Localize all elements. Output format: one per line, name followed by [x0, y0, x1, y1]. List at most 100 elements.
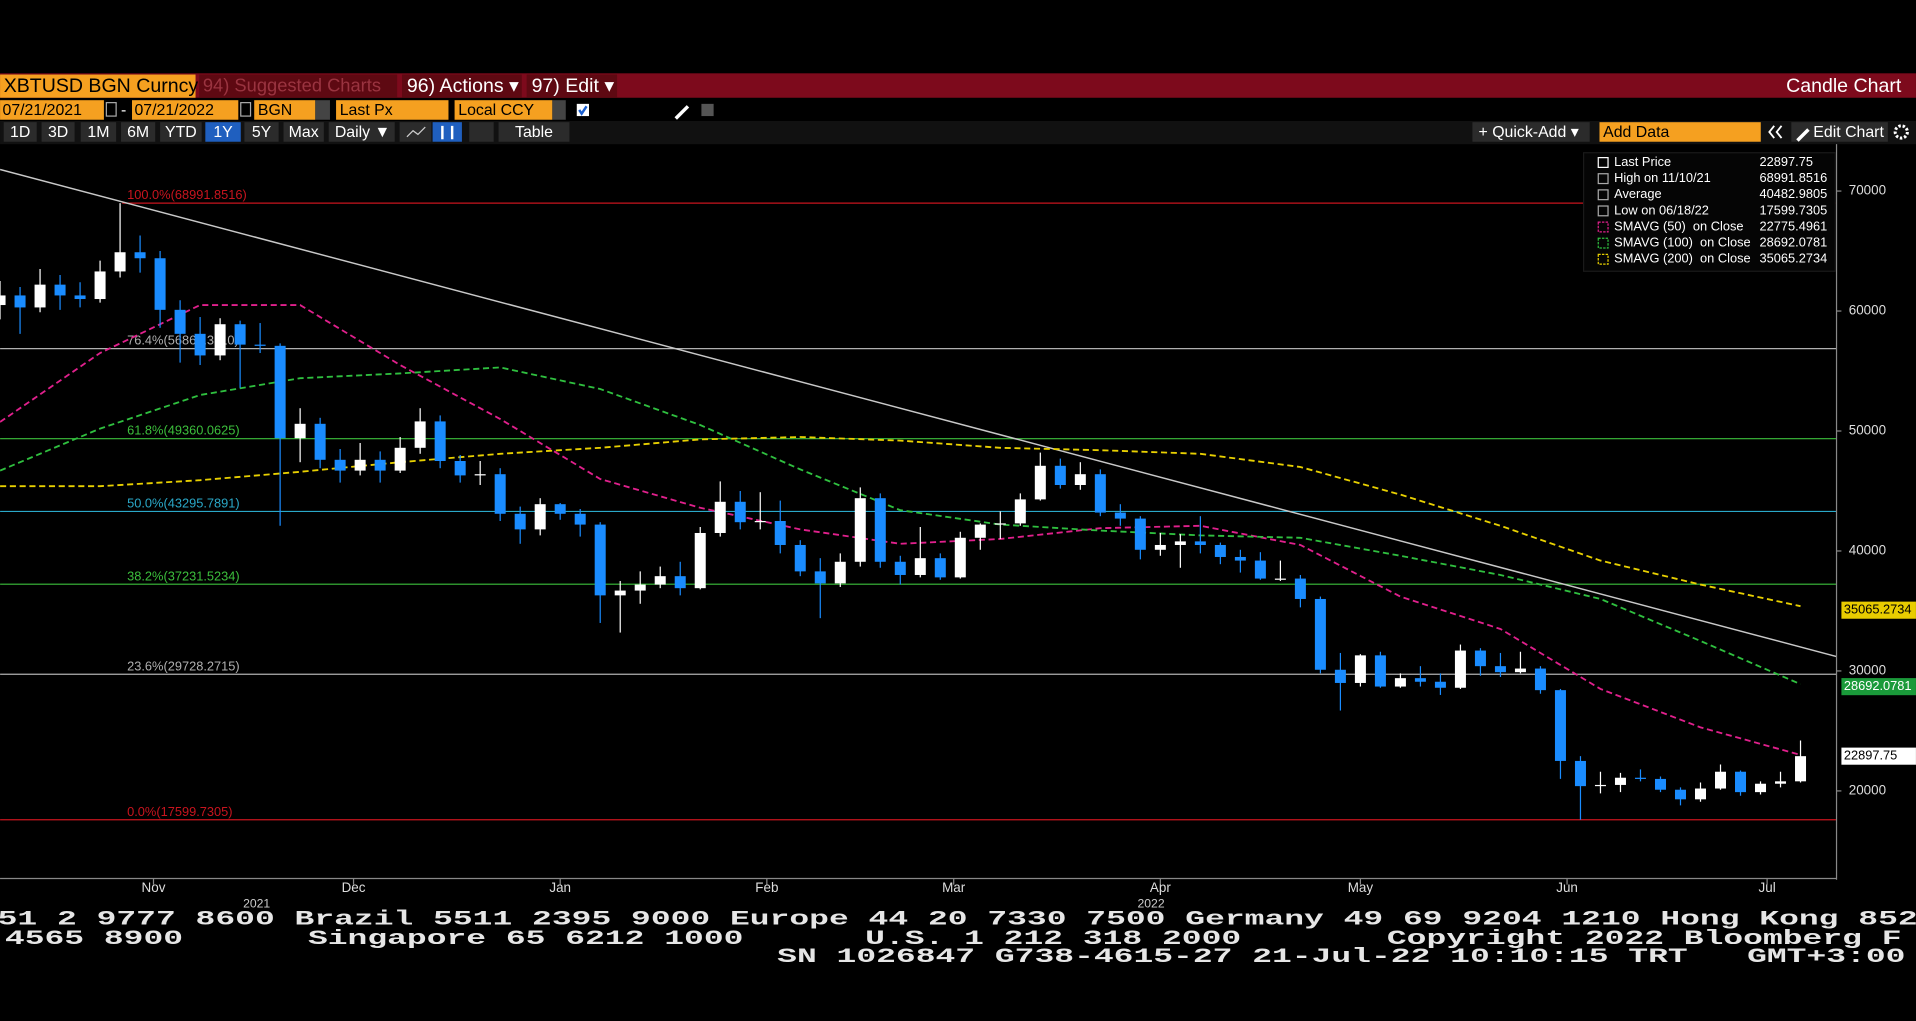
period-label[interactable]: 1M	[87, 124, 109, 141]
candle-body	[1614, 777, 1626, 785]
add-data[interactable]: Add Data	[1603, 124, 1669, 141]
candle-body	[734, 501, 746, 523]
candle-body	[1775, 781, 1787, 784]
period-label[interactable]: 3D	[48, 124, 68, 141]
legend: Last Price 22897.75 High on 11/10/21 68991.…	[1597, 154, 1828, 266]
period-button[interactable]	[121, 122, 156, 142]
footer-text: Singapore 65 6212 1000	[308, 928, 743, 951]
legend-name: High on 11/10/21	[1614, 170, 1711, 185]
calendar-icon[interactable]	[240, 102, 252, 117]
candle-body	[1174, 541, 1186, 545]
dropdown-arrow[interactable]	[315, 100, 330, 120]
price-tag	[1841, 601, 1916, 619]
y-tick-label: 50000	[1849, 423, 1886, 438]
level-label: 0.0%(17599.7305)	[127, 804, 232, 819]
legend-value: 17599.7305	[1760, 202, 1828, 217]
legend-value: 35065.2734	[1760, 251, 1828, 266]
candle-body	[394, 447, 406, 471]
candle-body	[1254, 560, 1266, 579]
footer-text: 4565 8900	[5, 928, 183, 951]
candle-body	[274, 345, 286, 439]
period-label[interactable]: 6M	[127, 124, 149, 141]
y-tick-label: 40000	[1849, 543, 1886, 558]
settings-icon[interactable]	[1893, 124, 1909, 140]
candle-body	[1034, 465, 1046, 500]
table-button[interactable]	[498, 122, 570, 142]
period-button[interactable]	[160, 122, 202, 142]
end-date[interactable]: 07/21/2022	[134, 102, 214, 119]
table[interactable]: Table	[515, 124, 553, 141]
checkbox[interactable]	[701, 103, 714, 117]
candle-body	[174, 309, 186, 334]
price-tag-label: 28692.0781	[1844, 678, 1912, 693]
legend-name: Average	[1614, 186, 1662, 201]
menu-button[interactable]	[526, 74, 618, 98]
candle-body	[694, 532, 706, 589]
candle-body	[814, 571, 826, 584]
key-events[interactable]: Key Events	[721, 102, 801, 119]
frequency[interactable]: Daily ▼	[335, 124, 390, 141]
period-button[interactable]	[41, 122, 75, 142]
period-button[interactable]	[3, 122, 37, 142]
dropdown-arrow[interactable]	[469, 122, 494, 142]
candle-body	[534, 504, 546, 530]
quick-add-button[interactable]	[1472, 122, 1590, 142]
quick-add[interactable]: + Quick-Add ▾	[1479, 124, 1579, 141]
period-label[interactable]: 1D	[10, 124, 30, 141]
field[interactable]: Last Px	[340, 102, 393, 119]
menu-item[interactable]: 94) Suggested Charts	[203, 75, 381, 96]
date-input[interactable]	[0, 100, 104, 120]
price-tag	[1841, 747, 1916, 765]
start-date[interactable]: 07/21/2021	[2, 102, 82, 119]
menu-button[interactable]	[199, 74, 398, 98]
candle-body	[134, 252, 146, 259]
date-input[interactable]	[132, 100, 239, 120]
calendar-icon[interactable]	[105, 102, 117, 117]
candle-body	[574, 513, 586, 525]
currency-input[interactable]	[454, 100, 553, 120]
frequency-button[interactable]	[328, 122, 395, 142]
period-label[interactable]: YTD	[165, 124, 197, 141]
y-tick-label: 70000	[1849, 183, 1886, 198]
period-label[interactable]: 1Y	[213, 124, 233, 141]
currency[interactable]: Local CCY	[458, 102, 534, 119]
edit-chart[interactable]: Edit Chart	[1813, 124, 1884, 141]
period-label[interactable]: 5Y	[252, 124, 272, 141]
period-button[interactable]	[244, 122, 279, 142]
legend-swatch	[1597, 253, 1609, 265]
source-input[interactable]	[254, 100, 316, 120]
field-input[interactable]	[336, 100, 449, 120]
candle-body	[314, 423, 326, 460]
candle-body	[294, 423, 306, 439]
candle-icon-button[interactable]	[432, 122, 462, 142]
collapse-icon[interactable]	[1768, 125, 1783, 139]
candle-body	[1054, 465, 1066, 485]
period-label[interactable]: Max	[289, 124, 319, 141]
candle-body	[1114, 512, 1126, 519]
candle-body	[494, 474, 506, 514]
period-button[interactable]	[205, 122, 241, 142]
candle-body	[654, 576, 666, 585]
edit-chart-button[interactable]	[1791, 122, 1888, 142]
candle-body	[834, 561, 846, 584]
menu-button[interactable]	[402, 74, 522, 98]
source[interactable]: BGN	[258, 102, 292, 119]
pencil-icon[interactable]	[674, 105, 690, 120]
candle-body	[1634, 777, 1646, 779]
menu-item[interactable]: 97) Edit ▾	[532, 75, 615, 97]
candle-body	[1234, 556, 1246, 561]
candle-body	[334, 459, 346, 471]
security[interactable]: XBTUSD BGN Curncy	[4, 75, 199, 97]
add-data-input[interactable]	[1599, 122, 1761, 142]
menu-item[interactable]: 96) Actions ▾	[407, 75, 519, 97]
x-tick-label: Jun	[1556, 880, 1578, 895]
mov-avgs[interactable]: Mov Avgs	[595, 102, 664, 119]
candle-body	[614, 590, 626, 596]
security-box[interactable]	[0, 74, 196, 98]
period-button[interactable]	[80, 122, 117, 142]
dropdown-arrow[interactable]	[552, 100, 566, 120]
moving-average	[0, 304, 1801, 756]
period-button[interactable]	[283, 122, 324, 142]
